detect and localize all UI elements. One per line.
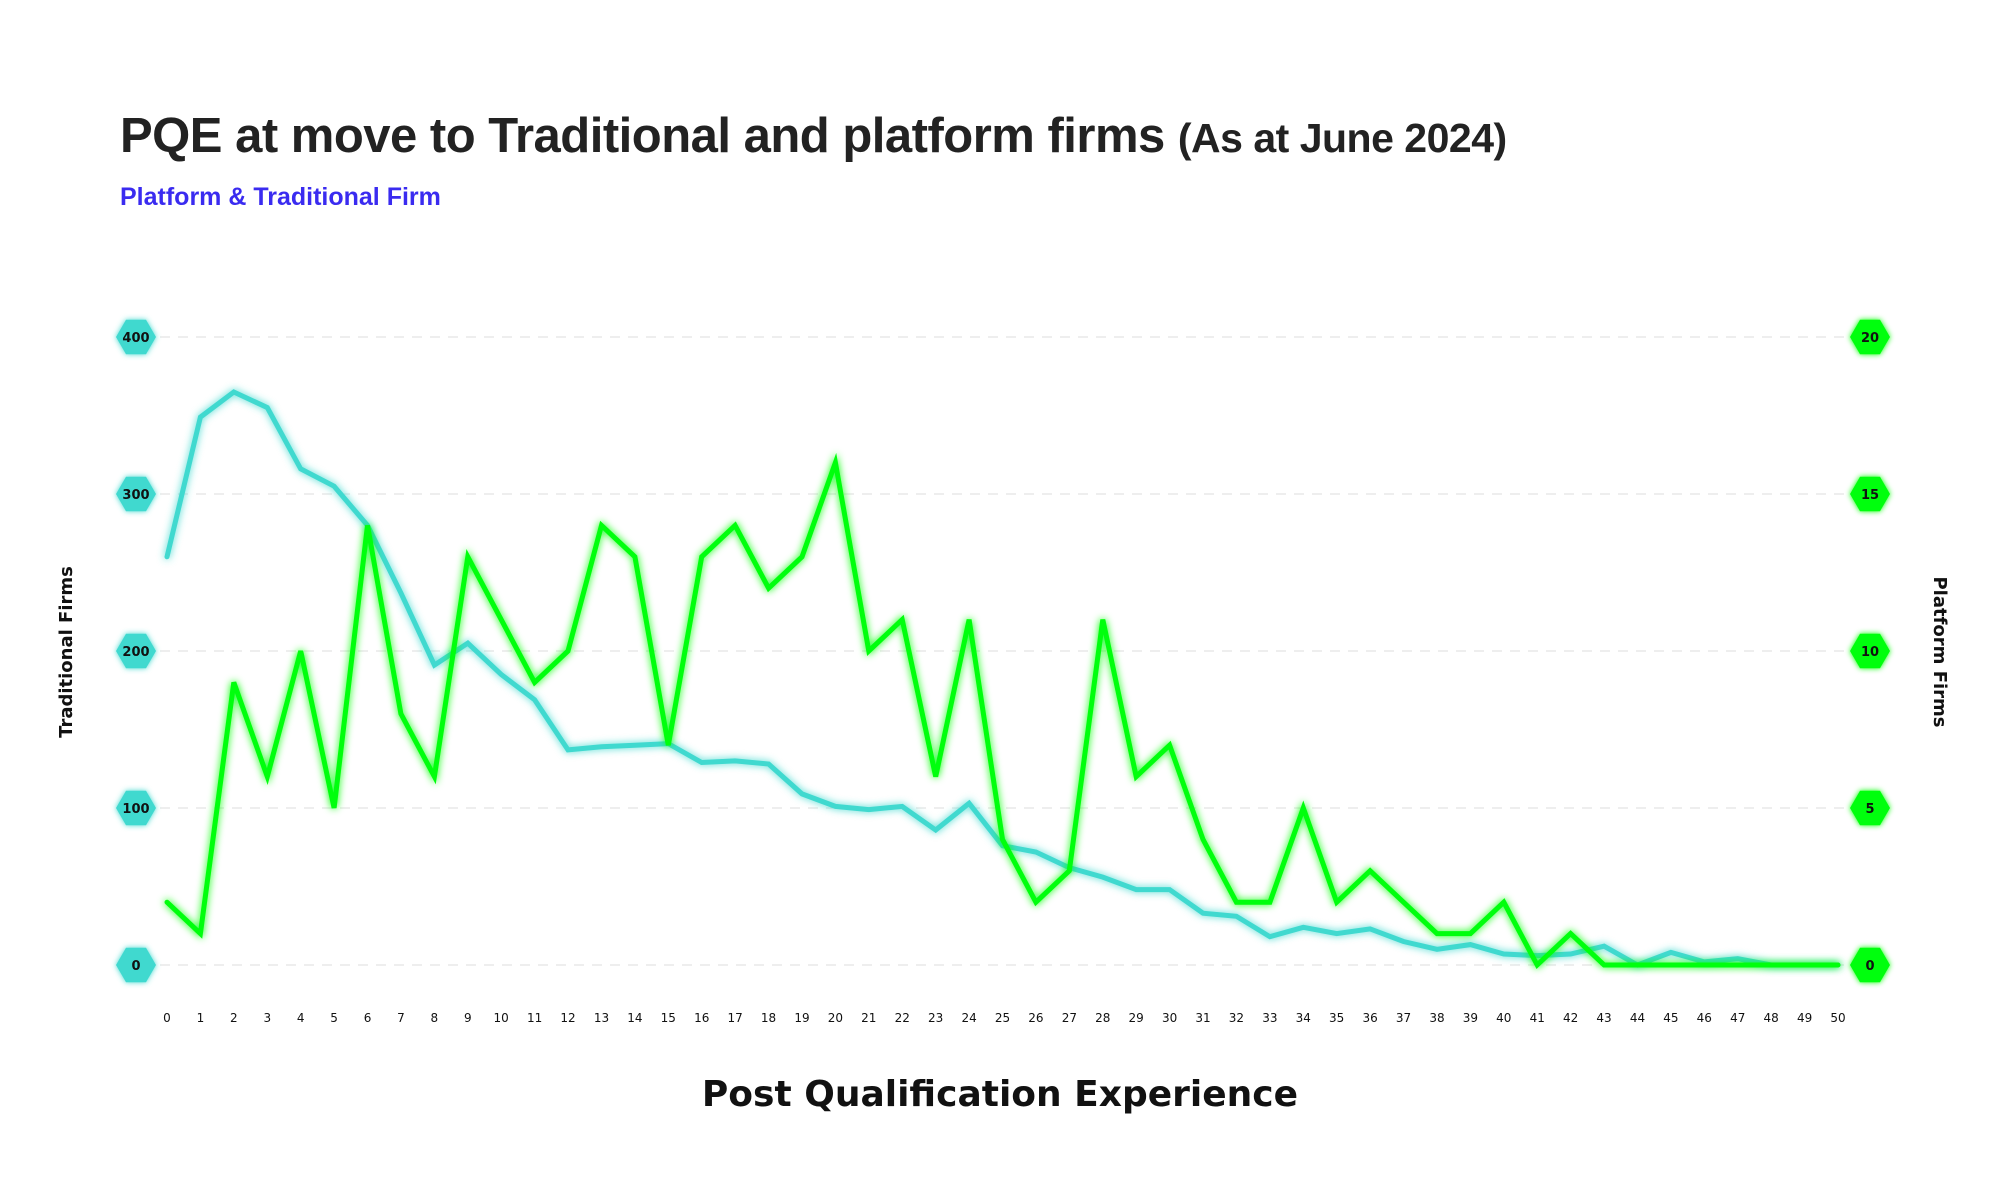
right-axis-title: Platform Firms bbox=[1929, 576, 1950, 727]
chart-subtitle: Platform & Traditional Firm bbox=[120, 183, 441, 211]
x-tick-label: 32 bbox=[1229, 1011, 1244, 1025]
right-tick-hexagon bbox=[1850, 947, 1890, 983]
right-tick-label: 10 bbox=[1861, 645, 1879, 660]
chart-title: PQE at move to Traditional and platform … bbox=[120, 108, 1507, 164]
x-tick-label: 22 bbox=[895, 1011, 910, 1025]
x-tick-label: 8 bbox=[431, 1011, 439, 1025]
left-tick-label: 300 bbox=[122, 488, 149, 503]
x-tick-label: 0 bbox=[163, 1011, 171, 1025]
x-tick-label: 47 bbox=[1730, 1011, 1745, 1025]
left-tick-label: 200 bbox=[122, 645, 149, 660]
x-tick-label: 23 bbox=[928, 1011, 943, 1025]
series-lines bbox=[164, 389, 1841, 970]
right-tick-hexagon bbox=[1850, 633, 1890, 669]
x-tick-label: 29 bbox=[1129, 1011, 1144, 1025]
x-tick-label: 36 bbox=[1362, 1011, 1377, 1025]
x-tick-label: 30 bbox=[1162, 1011, 1177, 1025]
chart-title-main: PQE at move to Traditional and platform … bbox=[120, 109, 1165, 163]
left-tick-label: 100 bbox=[122, 802, 149, 817]
x-tick-label: 14 bbox=[627, 1011, 642, 1025]
x-tick-label: 38 bbox=[1429, 1011, 1444, 1025]
x-tick-label: 10 bbox=[494, 1011, 509, 1025]
x-tick-label: 18 bbox=[761, 1011, 776, 1025]
platform-firms-line bbox=[164, 452, 1841, 970]
x-tick-label: 49 bbox=[1797, 1011, 1812, 1025]
x-tick-label: 9 bbox=[464, 1011, 472, 1025]
x-tick-label: 28 bbox=[1095, 1011, 1110, 1025]
x-axis-title: Post Qualification Experience bbox=[702, 1074, 1298, 1115]
right-tick-hexagon bbox=[1850, 319, 1890, 355]
traditional-firms-line bbox=[164, 389, 1841, 968]
x-tick-label: 43 bbox=[1596, 1011, 1611, 1025]
x-tick-label: 48 bbox=[1764, 1011, 1779, 1025]
x-tick-label: 3 bbox=[263, 1011, 271, 1025]
x-tick-label: 1 bbox=[197, 1011, 205, 1025]
x-tick-label: 27 bbox=[1062, 1011, 1077, 1025]
x-tick-label: 4 bbox=[297, 1011, 305, 1025]
right-tick-label: 0 bbox=[1865, 959, 1874, 974]
left-axis-ticks: 0 100 200 300 400 bbox=[116, 319, 156, 983]
x-tick-label: 21 bbox=[861, 1011, 876, 1025]
x-tick-label: 5 bbox=[330, 1011, 338, 1025]
x-tick-label: 31 bbox=[1195, 1011, 1210, 1025]
left-tick-hexagon bbox=[116, 633, 156, 669]
x-tick-label: 34 bbox=[1296, 1011, 1311, 1025]
x-tick-label: 24 bbox=[961, 1011, 976, 1025]
x-tick-label: 40 bbox=[1496, 1011, 1511, 1025]
x-tick-label: 33 bbox=[1262, 1011, 1277, 1025]
x-tick-label: 2 bbox=[230, 1011, 238, 1025]
left-tick-hexagon bbox=[116, 947, 156, 983]
x-tick-label: 16 bbox=[694, 1011, 709, 1025]
x-tick-label: 44 bbox=[1630, 1011, 1645, 1025]
chart-title-note: (As at June 2024) bbox=[1177, 115, 1507, 161]
left-axis-title: Traditional Firms bbox=[56, 566, 77, 738]
left-tick-hexagon bbox=[116, 319, 156, 355]
x-tick-label: 13 bbox=[594, 1011, 609, 1025]
x-tick-label: 26 bbox=[1028, 1011, 1043, 1025]
x-tick-label: 46 bbox=[1697, 1011, 1712, 1025]
left-tick-hexagon bbox=[116, 790, 156, 826]
right-tick-hexagon bbox=[1850, 476, 1890, 512]
x-tick-label: 20 bbox=[828, 1011, 843, 1025]
x-tick-label: 7 bbox=[397, 1011, 405, 1025]
x-axis-ticks: 0 1 2 3 4 5 6 7 8 9 10 11 12 13 14 15 16 17 18 19 20 21 22 23 24… bbox=[163, 1011, 1845, 1025]
grid-lines bbox=[160, 336, 1845, 966]
right-tick-label: 20 bbox=[1861, 331, 1879, 346]
x-tick-label: 50 bbox=[1830, 1011, 1845, 1025]
x-tick-label: 6 bbox=[364, 1011, 372, 1025]
left-tick-label: 400 bbox=[122, 331, 149, 346]
x-tick-label: 19 bbox=[794, 1011, 809, 1025]
left-tick-label: 0 bbox=[131, 959, 140, 974]
x-tick-label: 42 bbox=[1563, 1011, 1578, 1025]
left-tick-hexagon bbox=[116, 476, 156, 512]
right-tick-hexagon bbox=[1850, 790, 1890, 826]
right-axis-ticks: 0 5 10 15 20 bbox=[1850, 319, 1890, 983]
x-tick-label: 17 bbox=[727, 1011, 742, 1025]
right-tick-label: 5 bbox=[1865, 802, 1874, 817]
x-tick-label: 11 bbox=[527, 1011, 542, 1025]
x-tick-label: 35 bbox=[1329, 1011, 1344, 1025]
x-tick-label: 45 bbox=[1663, 1011, 1678, 1025]
right-tick-label: 15 bbox=[1861, 488, 1879, 503]
x-tick-label: 12 bbox=[560, 1011, 575, 1025]
x-tick-label: 37 bbox=[1396, 1011, 1411, 1025]
x-tick-label: 39 bbox=[1463, 1011, 1478, 1025]
x-tick-label: 15 bbox=[661, 1011, 676, 1025]
x-tick-label: 25 bbox=[995, 1011, 1010, 1025]
x-tick-label: 41 bbox=[1530, 1011, 1545, 1025]
